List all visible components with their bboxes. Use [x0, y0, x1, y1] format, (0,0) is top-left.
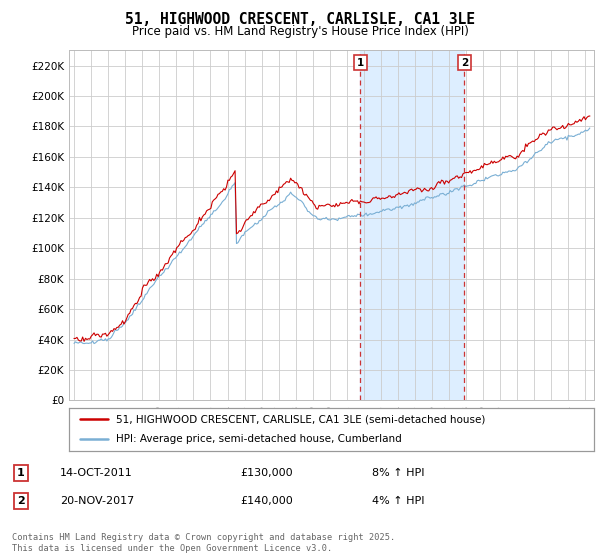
Text: £130,000: £130,000 — [240, 468, 293, 478]
Bar — [361, 50, 464, 400]
Text: 8% ↑ HPI: 8% ↑ HPI — [372, 468, 425, 478]
Text: 1: 1 — [356, 58, 364, 68]
Text: Contains HM Land Registry data © Crown copyright and database right 2025.
This d: Contains HM Land Registry data © Crown c… — [12, 533, 395, 553]
Text: Price paid vs. HM Land Registry's House Price Index (HPI): Price paid vs. HM Land Registry's House … — [131, 25, 469, 38]
Text: 51, HIGHWOOD CRESCENT, CARLISLE, CA1 3LE (semi-detached house): 51, HIGHWOOD CRESCENT, CARLISLE, CA1 3LE… — [116, 414, 485, 424]
Text: 2: 2 — [17, 496, 25, 506]
Text: 2: 2 — [461, 58, 468, 68]
Text: 20-NOV-2017: 20-NOV-2017 — [60, 496, 134, 506]
Text: HPI: Average price, semi-detached house, Cumberland: HPI: Average price, semi-detached house,… — [116, 434, 402, 444]
Text: 51, HIGHWOOD CRESCENT, CARLISLE, CA1 3LE: 51, HIGHWOOD CRESCENT, CARLISLE, CA1 3LE — [125, 12, 475, 27]
Text: 4% ↑ HPI: 4% ↑ HPI — [372, 496, 425, 506]
Text: 14-OCT-2011: 14-OCT-2011 — [60, 468, 133, 478]
Text: 1: 1 — [17, 468, 25, 478]
Text: £140,000: £140,000 — [240, 496, 293, 506]
